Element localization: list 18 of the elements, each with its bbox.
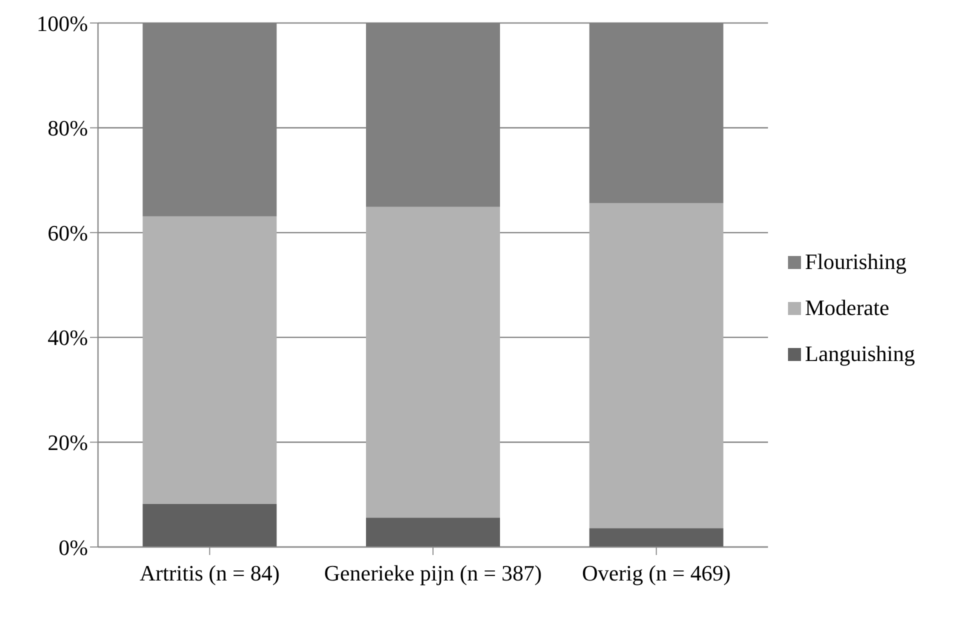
y-tick-label: 100%	[36, 10, 88, 36]
bar	[142, 504, 277, 547]
y-tick-label: 40%	[48, 325, 88, 350]
bar	[589, 203, 724, 528]
legend-label: Languishing	[805, 341, 915, 367]
y-tick-label: 0%	[58, 534, 88, 560]
y-tick-label: 60%	[48, 220, 88, 246]
bar	[589, 528, 724, 547]
x-tick-label: Overig (n = 469)	[582, 560, 731, 586]
legend-label: Flourishing	[805, 249, 906, 275]
x-tick-label: Artritis (n = 84)	[140, 560, 280, 586]
y-tick-label: 20%	[48, 430, 88, 456]
x-tick-label: Generieke pijn (n = 387)	[324, 560, 542, 586]
bar	[366, 518, 500, 547]
bar	[142, 216, 277, 504]
y-tick-label: 80%	[48, 116, 88, 141]
legend-label: Moderate	[805, 295, 890, 321]
bar	[366, 206, 500, 518]
